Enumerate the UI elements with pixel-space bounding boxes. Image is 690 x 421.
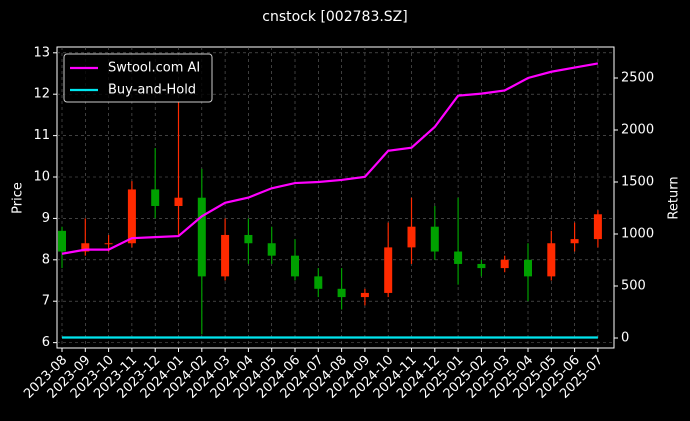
- y-tick-label: 12: [33, 87, 50, 102]
- candle-body: [384, 247, 393, 293]
- y-tick-label: 10: [33, 170, 50, 185]
- y2-tick-label: 0: [621, 331, 629, 346]
- return-line: [61, 62, 599, 255]
- candle-body: [547, 243, 556, 277]
- y-tick-label: 9: [42, 211, 50, 226]
- y-tick-label: 11: [33, 128, 50, 143]
- y-tick-label: 8: [42, 252, 50, 267]
- candle-body: [221, 234, 230, 277]
- y-tick-label: 6: [42, 335, 50, 350]
- candle-body: [151, 189, 160, 206]
- candle-body: [314, 276, 323, 289]
- candle-body: [337, 288, 346, 298]
- candle-body: [407, 226, 416, 248]
- y2-tick-label: 2500: [621, 70, 654, 85]
- candle-body: [500, 259, 509, 269]
- chart-title: cnstock [002783.SZ]: [262, 9, 407, 25]
- candle-body: [524, 259, 532, 277]
- y-tick-label: 13: [33, 45, 50, 60]
- candle-body: [477, 263, 486, 269]
- y2-tick-label: 2000: [621, 122, 654, 137]
- candle-body: [174, 197, 183, 206]
- candle-body: [430, 226, 439, 252]
- y2-axis-label: Return: [667, 176, 682, 219]
- candle-body: [197, 197, 206, 277]
- candle-body: [81, 243, 90, 252]
- candle-body: [104, 243, 113, 245]
- candle-body: [58, 230, 66, 252]
- candle-body: [291, 255, 299, 277]
- y-axis-label: Price: [11, 182, 26, 214]
- legend: Swtool.com AI Buy-and-Hold: [63, 53, 213, 103]
- candle-body: [127, 189, 136, 244]
- y2-tick-label: 1000: [621, 227, 654, 242]
- legend-label: Swtool.com AI: [108, 61, 200, 76]
- candle-body: [454, 251, 463, 264]
- candle-body: [593, 214, 602, 240]
- candle-body: [244, 234, 253, 244]
- candle-body: [267, 243, 276, 256]
- candle-body: [570, 239, 579, 244]
- y-tick-label: 7: [42, 294, 50, 309]
- y2-tick-label: 1500: [621, 175, 654, 190]
- candle-body: [360, 292, 369, 298]
- y2-tick-label: 500: [621, 279, 646, 294]
- legend-box: [63, 53, 213, 103]
- legend-label: Buy-and-Hold: [108, 83, 196, 98]
